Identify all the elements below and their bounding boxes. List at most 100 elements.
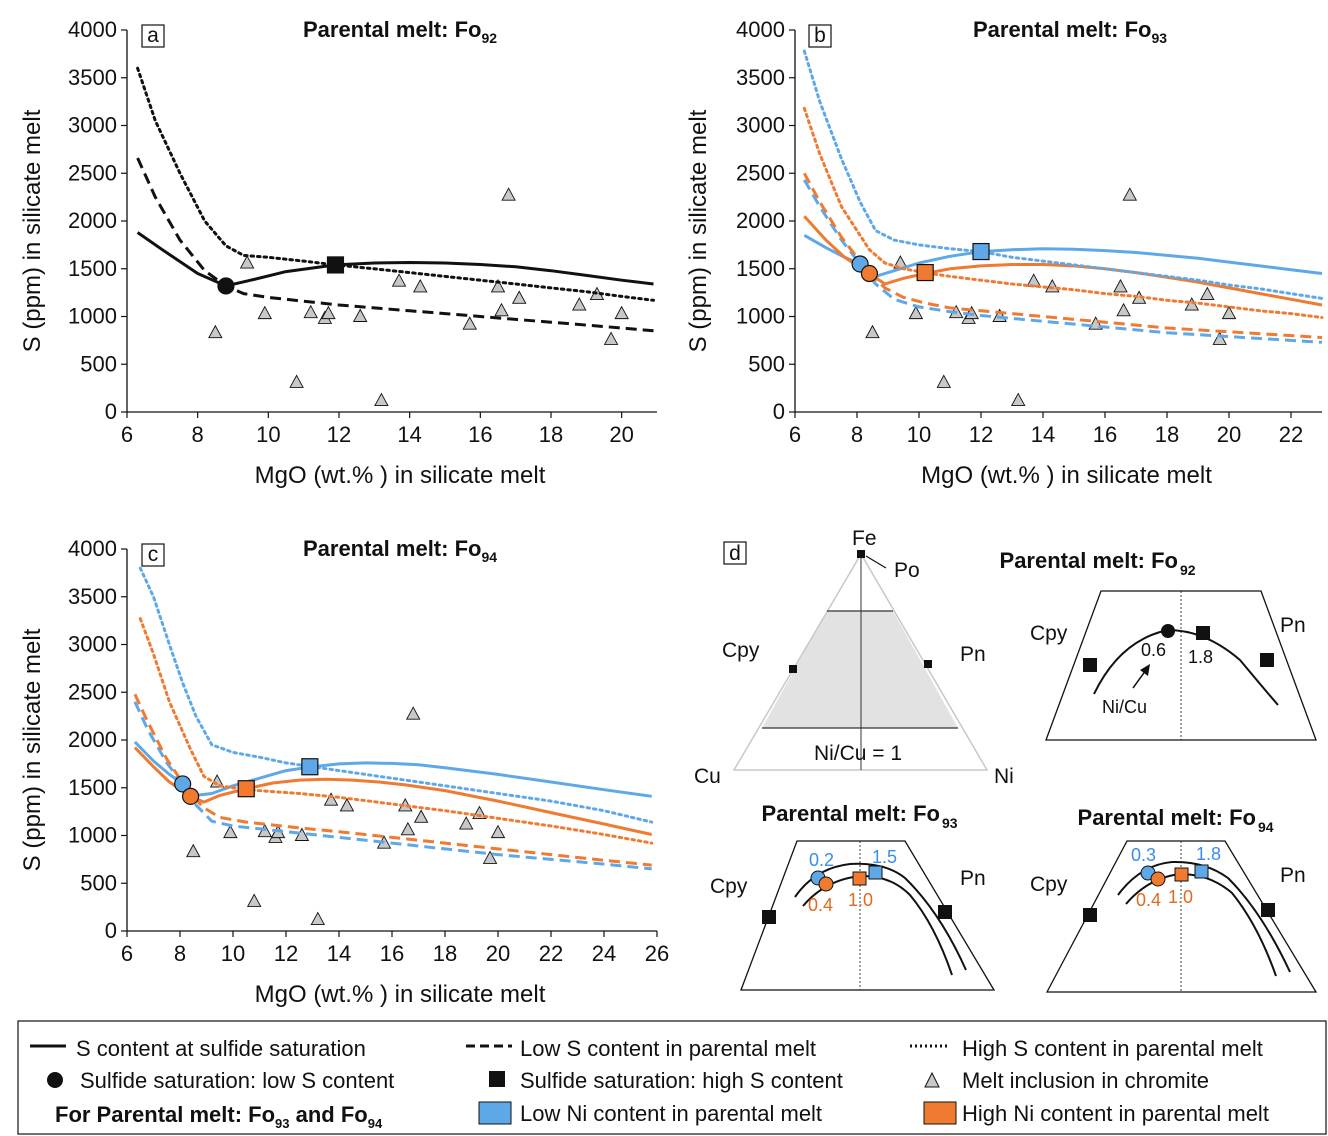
legend-for-label: For Parental melt: Fo93 and Fo94 — [55, 1102, 383, 1131]
ternary-fo92: Parental melt: Fo 92 Cpy Pn 0.6 1.8 Ni/C… — [1000, 548, 1317, 741]
fo94-blue-low-ratio: 0.3 — [1131, 845, 1156, 865]
panel-a-y-tick-label: 1000 — [68, 304, 117, 329]
fo92-cpy-point — [1083, 658, 1097, 672]
melt-inclusion-point — [257, 305, 273, 320]
fo92-arrow-head — [1140, 664, 1150, 676]
panel-b-y-tick-label: 1000 — [736, 304, 785, 329]
panel-c-x-tick-label: 16 — [380, 941, 404, 966]
saturation-high-s-square-orange — [916, 263, 934, 282]
panel-b-letter: b — [814, 24, 826, 47]
melt-inclusion-point — [400, 821, 416, 836]
panel-b-y-tick-label: 500 — [748, 351, 785, 376]
panel-a-x-tick-label: 10 — [256, 422, 280, 447]
ternary-fe-label: Fe — [852, 527, 877, 550]
melt-inclusion-point — [405, 706, 421, 720]
saturation-low-s-circle-orange — [860, 264, 879, 283]
fo93-orange-low-ratio: 0.4 — [808, 895, 833, 915]
fo94-blue-square — [1194, 864, 1209, 879]
panel-b-y-tick-label: 0 — [773, 399, 785, 424]
fo94-title: Parental melt: Fo — [1078, 805, 1256, 830]
panel-c-y-tick-label: 500 — [80, 870, 117, 895]
fo94-orange-high-ratio: 1.0 — [1168, 887, 1193, 907]
melt-inclusion-point — [1122, 187, 1138, 201]
panel-c-y-tick-label: 2000 — [68, 727, 117, 752]
melt-inclusion-point — [490, 824, 506, 839]
ternary-ni-label: Ni — [994, 765, 1014, 788]
panel-b-y-axis-label: S (ppm) in silicate melt — [685, 109, 712, 352]
panel-b-x-tick-label: 8 — [851, 422, 863, 447]
fo93-trapezoid — [740, 840, 996, 991]
fo92-trapezoid — [1045, 590, 1317, 741]
panel-a-y-tick-label: 3000 — [68, 113, 117, 138]
panel-b-x-tick-label: 10 — [907, 422, 931, 447]
panel-a-x-tick-label: 8 — [192, 422, 204, 447]
panel-b-x-tick-label: 20 — [1217, 422, 1241, 447]
fo93-orange-high-ratio: 1.0 — [848, 890, 873, 910]
fo93-cpy-label: Cpy — [710, 875, 748, 898]
fo92-pn-label: Pn — [1280, 614, 1306, 637]
panel-c-y-tick-label: 3500 — [68, 584, 117, 609]
fo94-title-sub: 94 — [1258, 819, 1274, 835]
fo94-blue-high-ratio: 1.8 — [1196, 844, 1221, 864]
melt-inclusion-point — [246, 893, 262, 907]
series-orange-solid-line — [803, 215, 1323, 307]
panel-a-x-axis-label: MgO (wt.% ) in silicate melt — [255, 462, 546, 489]
melt-inclusion-point — [490, 278, 506, 293]
panel-c-x-tick-label: 26 — [645, 941, 669, 966]
fo92-title-sub: 92 — [1180, 562, 1196, 578]
melt-inclusion-point — [223, 824, 238, 839]
po-leader — [865, 555, 887, 569]
fo94-trapezoid — [1045, 840, 1318, 993]
melt-inclusion-point — [1184, 297, 1200, 311]
fo94-pn-point — [1261, 903, 1275, 917]
series-orange-dotted-line — [138, 617, 654, 845]
legend-low-ni-swatch — [478, 1101, 512, 1125]
legend-circle-label: Sulfide saturation: low S content — [80, 1068, 394, 1093]
melt-inclusion-point — [511, 290, 527, 304]
panel-a-y-tick-label: 500 — [80, 351, 117, 376]
panel-d-ternary-diagrams: d Fe Po Cpy Pn Cu Ni Ni/Cu = 1 Parental … — [694, 527, 1318, 993]
fe-point — [857, 550, 865, 558]
fo93-blue-high-ratio: 1.5 — [872, 847, 897, 867]
legend-low-ni-label: Low Ni content in parental melt — [520, 1101, 822, 1126]
fo92-arrow-shaft — [1132, 669, 1147, 689]
legend-triangle-swatch — [924, 1071, 940, 1088]
panel-c-y-tick-label: 1000 — [68, 823, 117, 848]
fo93-title: Parental melt: Fo — [762, 801, 940, 826]
panel-b-letter-box — [808, 24, 832, 48]
pn-point — [924, 660, 932, 668]
series-orange-dotted-line — [802, 106, 1324, 319]
panel-b-y-tick-label: 4000 — [736, 17, 785, 42]
panel-a: 0 500 1000 1500 2000 2500 3000 3500 4000 6 8 10 12 14… — [19, 17, 657, 489]
panel-a-y-tick-label: 0 — [105, 399, 117, 424]
melt-inclusion-point — [321, 305, 336, 320]
fo94-orange-circle — [1150, 871, 1166, 887]
fo92-title: Parental melt: Fo — [1000, 548, 1178, 573]
legend-dashed-label: Low S content in parental melt — [520, 1036, 816, 1061]
panel-a-y-tick-label: 1500 — [68, 256, 117, 281]
panel-c-y-tick-label: 4000 — [68, 536, 117, 561]
legend-triangle-label: Melt inclusion in chromite — [962, 1068, 1209, 1093]
fo94-orange-square — [1174, 867, 1189, 882]
fo93-cpy-point — [762, 910, 776, 924]
panel-a-title: Parental melt: Fo92 — [303, 17, 497, 46]
ternary-fo93: Parental melt: Fo 93 Cpy Pn 0.2 1.5 0.4 … — [710, 801, 996, 991]
panel-b: 0 500 1000 1500 2000 2500 3000 3500 4000 6 8 10 12 14… — [685, 17, 1324, 489]
legend: S content at sulfide saturation Low S co… — [17, 1020, 1327, 1135]
series-black-dashed-line — [136, 157, 654, 333]
legend-square-swatch — [489, 1071, 505, 1087]
melt-inclusion-point — [614, 305, 629, 320]
panel-b-y-tick-label: 3000 — [736, 113, 785, 138]
legend-box — [17, 1020, 1327, 1135]
panel-c-y-tick-label: 1500 — [68, 775, 117, 800]
fo92-cpy-label: Cpy — [1030, 622, 1068, 645]
ternary-cpy-label: Cpy — [722, 639, 760, 662]
series-black-solid-line — [136, 231, 654, 288]
panel-c-x-tick-label: 8 — [174, 941, 186, 966]
melt-inclusion-point — [458, 816, 474, 830]
melt-inclusion-point — [1113, 278, 1128, 293]
panel-b-x-axis-label: MgO (wt.% ) in silicate melt — [921, 462, 1212, 489]
ternary-main: Fe Po Cpy Pn Cu Ni Ni/Cu = 1 — [694, 527, 1014, 788]
